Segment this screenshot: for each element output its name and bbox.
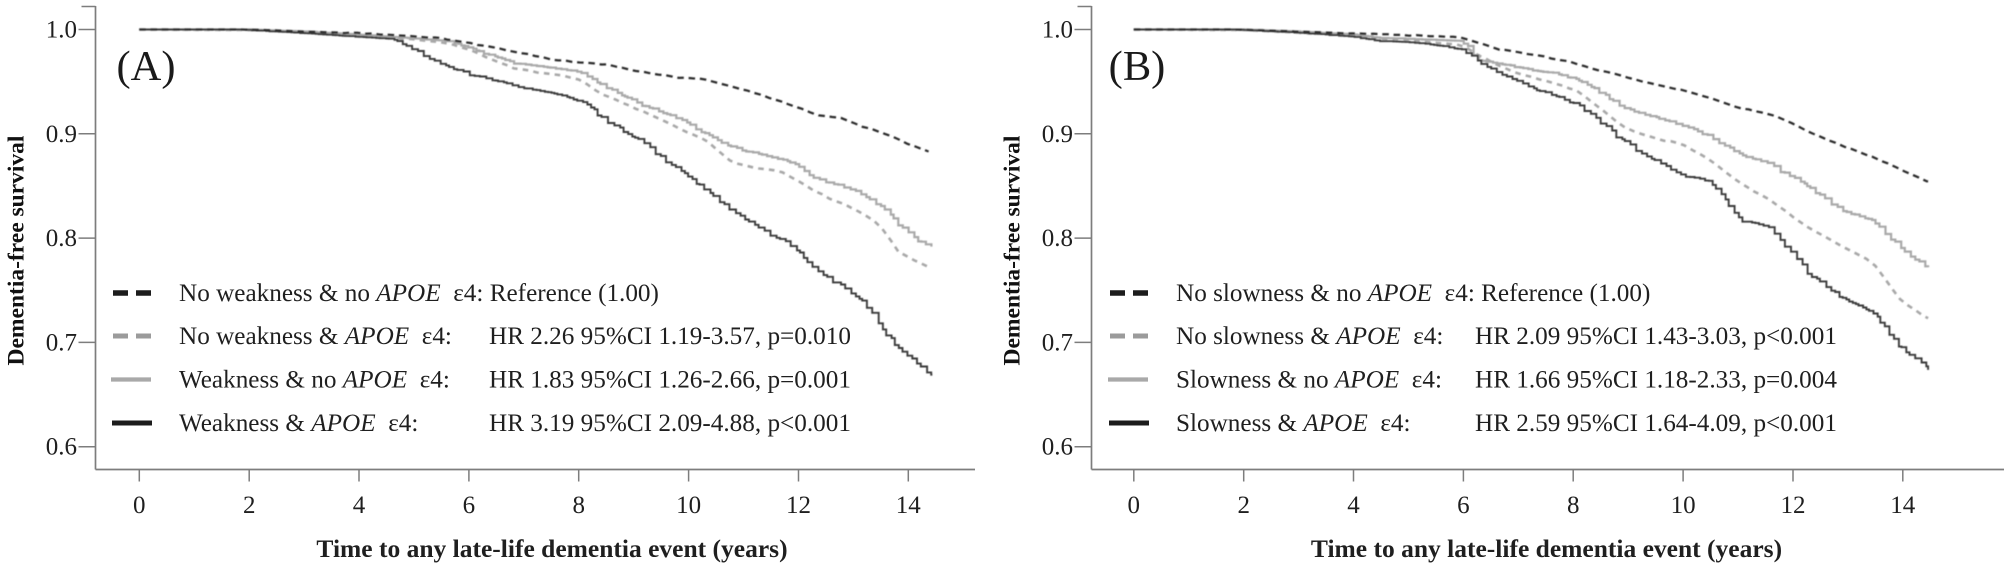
svg-text:(A): (A) <box>117 43 176 90</box>
svg-text:8: 8 <box>572 492 585 519</box>
svg-text:14: 14 <box>1890 492 1916 519</box>
svg-text:0.8: 0.8 <box>1042 225 1073 252</box>
svg-text:No slowness & no APOE ε4: Ref: No slowness & no APOE ε4: Reference (1.0… <box>1176 280 1650 307</box>
svg-text:Weakness & APOE ε4:: Weakness & APOE ε4: <box>179 410 418 437</box>
svg-text:14: 14 <box>896 492 922 519</box>
svg-text:6: 6 <box>1457 492 1470 519</box>
svg-text:6: 6 <box>463 492 476 519</box>
svg-text:HR 3.19 95%CI 2.09-4.88, p<0.0: HR 3.19 95%CI 2.09-4.88, p<0.001 <box>489 410 851 437</box>
svg-text:HR 1.83 95%CI 1.26-2.66, p=0.0: HR 1.83 95%CI 1.26-2.66, p=0.001 <box>489 367 851 394</box>
svg-text:Dementia-free survival: Dementia-free survival <box>1000 135 1026 365</box>
svg-text:No slowness & APOE ε4:: No slowness & APOE ε4: <box>1176 323 1443 350</box>
svg-text:0.8: 0.8 <box>46 225 77 252</box>
svg-text:HR 2.09 95%CI 1.43-3.03, p<0.0: HR 2.09 95%CI 1.43-3.03, p<0.001 <box>1475 323 1837 350</box>
svg-text:No weakness & APOE ε4:: No weakness & APOE ε4: <box>179 323 452 350</box>
svg-text:10: 10 <box>1671 492 1696 519</box>
svg-text:0: 0 <box>133 492 146 519</box>
svg-text:0.7: 0.7 <box>46 329 77 356</box>
svg-text:Time to any late-life dementia: Time to any late-life dementia event (ye… <box>316 534 787 563</box>
svg-text:Slowness & no APOE ε4:: Slowness & no APOE ε4: <box>1176 367 1442 394</box>
svg-text:Dementia-free survival: Dementia-free survival <box>4 135 30 365</box>
svg-text:(B): (B) <box>1109 43 1166 90</box>
svg-text:Time to any late-life dementia: Time to any late-life dementia event (ye… <box>1311 534 1782 563</box>
svg-text:0.9: 0.9 <box>1042 121 1073 148</box>
svg-text:0.6: 0.6 <box>46 434 77 461</box>
svg-text:1.0: 1.0 <box>1042 17 1073 44</box>
svg-text:0.6: 0.6 <box>1042 434 1073 461</box>
svg-text:10: 10 <box>676 492 701 519</box>
svg-text:HR 2.59 95%CI 1.64-4.09, p<0.0: HR 2.59 95%CI 1.64-4.09, p<0.001 <box>1475 410 1837 437</box>
svg-text:12: 12 <box>786 492 811 519</box>
svg-text:0.7: 0.7 <box>1042 329 1073 356</box>
svg-text:12: 12 <box>1781 492 1806 519</box>
svg-text:HR 2.26 95%CI 1.19-3.57, p=0.0: HR 2.26 95%CI 1.19-3.57, p=0.010 <box>489 323 851 350</box>
svg-text:0.9: 0.9 <box>46 121 77 148</box>
svg-text:4: 4 <box>353 492 366 519</box>
svg-text:No weakness & no APOE ε4: Ref: No weakness & no APOE ε4: Reference (1.0… <box>179 280 659 307</box>
svg-text:8: 8 <box>1567 492 1580 519</box>
svg-text:Weakness & no APOE ε4:: Weakness & no APOE ε4: <box>179 367 450 394</box>
svg-text:1.0: 1.0 <box>46 17 77 44</box>
svg-text:HR 1.66 95%CI 1.18-2.33, p=0.0: HR 1.66 95%CI 1.18-2.33, p=0.004 <box>1475 367 1837 394</box>
svg-text:2: 2 <box>1237 492 1250 519</box>
svg-text:0: 0 <box>1128 492 1141 519</box>
svg-text:4: 4 <box>1347 492 1360 519</box>
svg-text:Slowness & APOE ε4:: Slowness & APOE ε4: <box>1176 410 1410 437</box>
svg-text:2: 2 <box>243 492 256 519</box>
